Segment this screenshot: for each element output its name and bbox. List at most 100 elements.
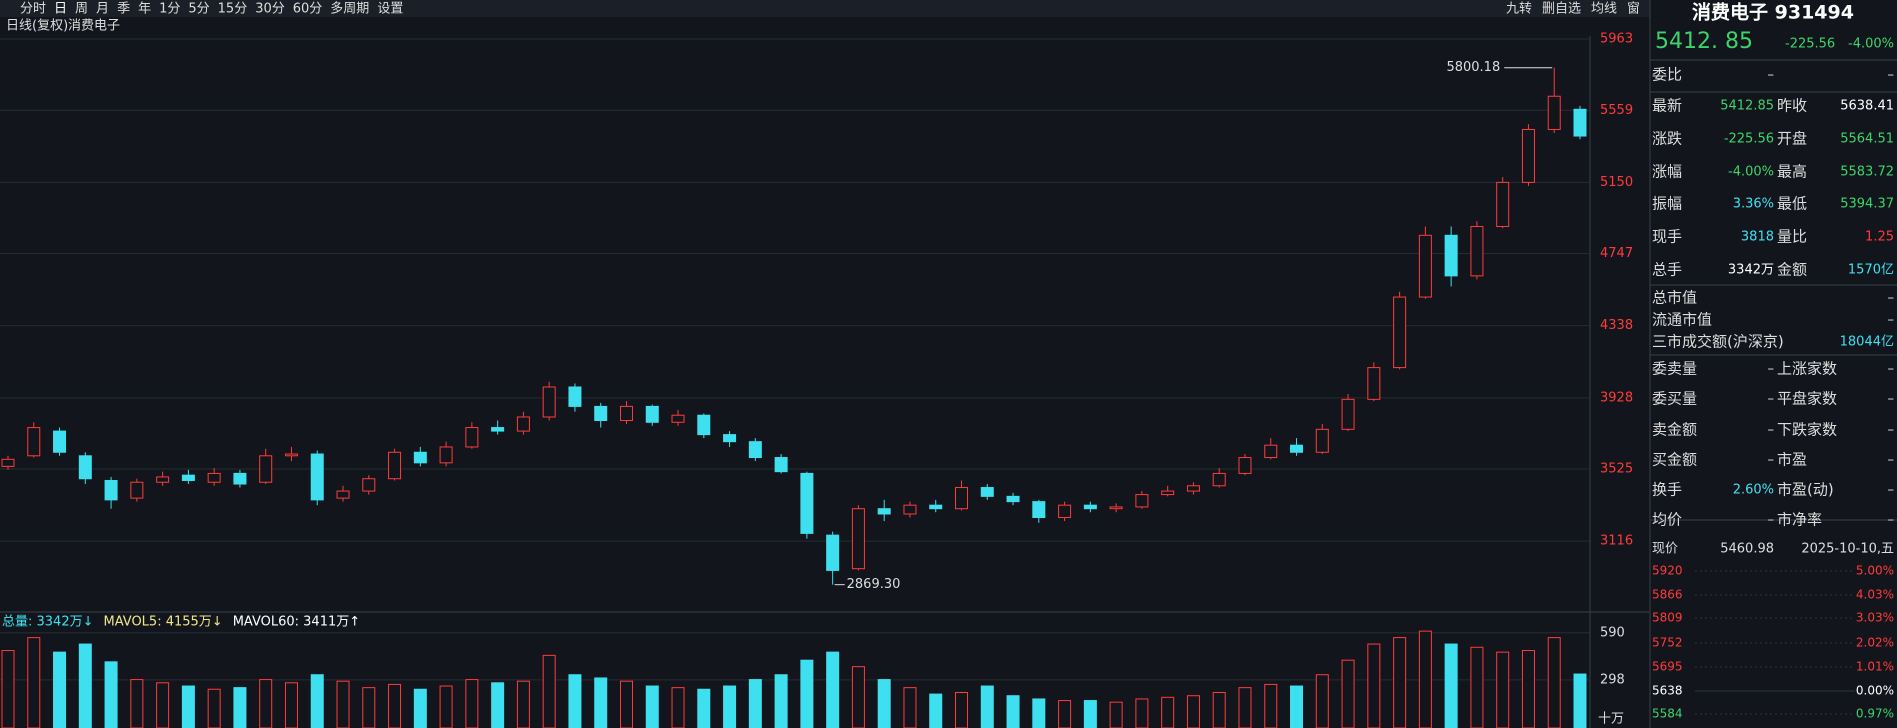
row-label: 总手: [1652, 261, 1682, 279]
volume-bar: [130, 679, 144, 728]
toolbar-button[interactable]: 窗: [1627, 1, 1640, 17]
row-label: 最高: [1777, 163, 1807, 181]
mini-price-tick: 5866: [1652, 588, 1683, 602]
toolbar-button[interactable]: 30分: [255, 2, 285, 17]
candle-body: [207, 472, 221, 483]
row-value: 3818: [1741, 230, 1774, 245]
toolbar-button[interactable]: 周: [75, 2, 88, 17]
candle-body: [671, 414, 685, 423]
row-value: –: [1768, 423, 1775, 438]
volume-bar: [1521, 650, 1535, 728]
row-label: 换手: [1652, 481, 1682, 499]
row-value: –: [1888, 453, 1895, 468]
mini-price-tick: 5920: [1652, 564, 1683, 578]
row-label: 最新: [1652, 97, 1682, 115]
volume-bar: [1, 650, 15, 728]
row-label: 涨跌: [1652, 130, 1682, 148]
candle-body: [1470, 225, 1484, 277]
volume-bar: [1161, 696, 1175, 728]
volume-bar: [207, 688, 221, 728]
row-value: 1570亿: [1848, 263, 1894, 278]
volume-bar: [1341, 659, 1355, 728]
volume-bar: [259, 679, 273, 728]
volume-bar: [826, 651, 840, 728]
row-label: 平盘家数: [1777, 390, 1837, 408]
toolbar-button[interactable]: 季: [117, 2, 130, 17]
candle-body: [1212, 472, 1226, 487]
candle-body: [1186, 485, 1200, 492]
row-label: 市净率: [1777, 511, 1822, 529]
row-label: 量比: [1777, 228, 1807, 246]
volume-legend: 总量: 3342万↓: [2, 615, 94, 630]
volume-bar: [929, 693, 943, 728]
row-label: 开盘: [1777, 130, 1807, 148]
candle-body: [78, 455, 92, 480]
toolbar-button[interactable]: 均线: [1591, 2, 1617, 17]
candle-body: [439, 446, 453, 464]
candle-body: [1418, 234, 1432, 298]
row-value: –: [1888, 483, 1895, 498]
candle-body: [774, 457, 788, 473]
volume-bar: [362, 687, 376, 728]
volume-bar: [851, 666, 865, 728]
candle-body: [1083, 504, 1097, 510]
volume-bar: [1418, 630, 1432, 728]
y-tick-label: 590: [1600, 625, 1625, 640]
row-value: 5638.41: [1840, 99, 1894, 114]
toolbar-button[interactable]: 月: [96, 2, 109, 17]
candle-body: [877, 508, 891, 515]
mini-price-tick: 5638: [1652, 684, 1683, 698]
mini-price-tick: 5695: [1652, 660, 1683, 674]
row-value: –: [1888, 291, 1895, 306]
toolbar-button[interactable]: 5分: [188, 2, 209, 17]
candle-body: [1290, 444, 1304, 453]
volume-bar: [1083, 700, 1097, 728]
candle-body: [1393, 296, 1407, 369]
toolbar-button[interactable]: 多周期: [330, 1, 369, 17]
row-label: 金额: [1777, 261, 1807, 279]
row-label: 涨幅: [1652, 163, 1682, 181]
chart-name: 消费电子: [68, 19, 120, 34]
toolbar-bg: [0, 0, 1650, 17]
volume-bar: [1393, 637, 1407, 728]
toolbar-button[interactable]: 设置: [377, 2, 403, 17]
row-value: 3.36%: [1733, 197, 1774, 212]
toolbar-button[interactable]: 年: [138, 2, 151, 17]
toolbar-button[interactable]: 日: [54, 2, 67, 17]
toolbar-button[interactable]: 60分: [293, 2, 323, 17]
candle-body: [259, 455, 273, 483]
quote-price: 5412. 85: [1655, 29, 1753, 54]
row-value: 3342万: [1728, 263, 1774, 278]
mini-price-tick: 5584: [1652, 707, 1683, 721]
row-value: –: [1768, 68, 1775, 83]
candle-body: [53, 430, 67, 453]
candle-body: [1521, 128, 1535, 183]
mini-pct-tick: 0.97%: [1856, 707, 1894, 721]
row-value: 18044亿: [1840, 335, 1894, 350]
volume-bar: [903, 687, 917, 728]
candle-body: [491, 427, 505, 432]
volume-bar: [748, 679, 762, 728]
candle-body: [336, 490, 350, 499]
candle-body: [851, 508, 865, 570]
toolbar-button[interactable]: 1分: [159, 2, 180, 17]
toolbar-button[interactable]: 删自选: [1542, 2, 1581, 17]
mini-pct-tick: 4.03%: [1856, 588, 1894, 602]
candle-body: [697, 414, 711, 436]
row-value: 5412.85: [1720, 99, 1774, 114]
candle-body: [568, 386, 582, 407]
candle-body: [27, 427, 41, 457]
mini-pct-tick: 3.03%: [1856, 611, 1894, 625]
row-value: –: [1888, 513, 1895, 528]
volume-bar: [1496, 651, 1510, 728]
toolbar-button[interactable]: 15分: [218, 2, 248, 17]
toolbar-button[interactable]: 九转: [1506, 2, 1532, 17]
volume-bar: [774, 674, 788, 728]
volume-bar: [465, 679, 479, 728]
toolbar-button[interactable]: 分时: [20, 2, 46, 17]
volume-bar: [877, 679, 891, 728]
candle-body: [1238, 457, 1252, 474]
high-label: 5800.18: [1446, 60, 1500, 75]
volume-bar: [1573, 673, 1587, 728]
